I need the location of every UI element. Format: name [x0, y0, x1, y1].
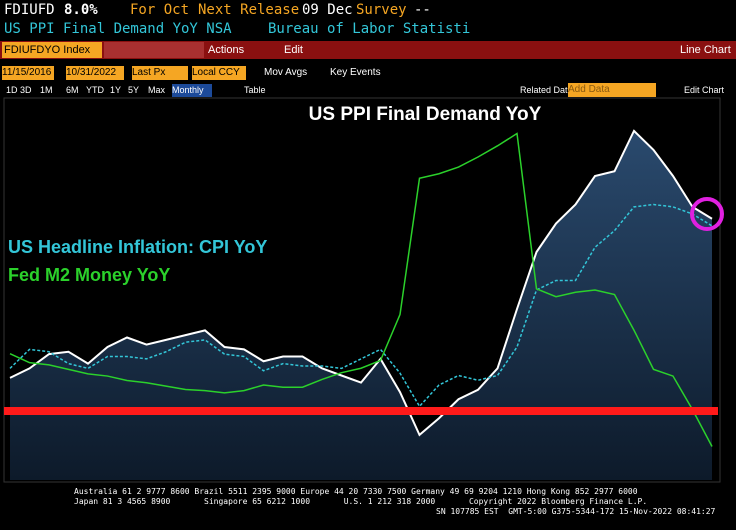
survey-value: -- [414, 2, 431, 18]
frequency-select[interactable]: Monthly [172, 84, 212, 97]
series-line [9, 129, 713, 437]
price-select[interactable]: Last Px [132, 66, 188, 80]
chart-title: US PPI Final Demand YoY [309, 104, 542, 125]
table-button[interactable]: Table [244, 85, 266, 95]
period: For Oct [130, 2, 190, 18]
survey-label: Survey [356, 2, 407, 18]
range-button[interactable]: YTD [86, 85, 104, 95]
currency-select[interactable]: Local CCY [192, 66, 246, 80]
footer-copyright: Japan 81 3 4565 8900 Singapore 65 6212 1… [74, 497, 648, 506]
range-button[interactable]: 1M [40, 85, 53, 95]
source: Bureau of Labor Statisti [268, 21, 471, 37]
add-data[interactable]: Add Data [568, 83, 656, 97]
range-button[interactable]: Max [148, 85, 166, 95]
edit-menu[interactable]: Edit [284, 44, 303, 56]
footer-contacts: Australia 61 2 9777 8600 Brazil 5511 239… [74, 487, 638, 496]
related-data[interactable]: Related Dat [520, 85, 568, 95]
range-button[interactable]: 1D [6, 85, 18, 95]
range-button[interactable]: 6M [66, 85, 79, 95]
series-line [9, 132, 713, 447]
range-button[interactable]: 5Y [128, 85, 140, 95]
highlight-circle [690, 197, 724, 231]
range-button[interactable]: 1Y [110, 85, 122, 95]
series-line [9, 203, 713, 408]
edit-chart[interactable]: Edit Chart [684, 85, 725, 95]
key-events[interactable]: Key Events [330, 67, 381, 78]
start-date[interactable]: 11/15/2016 [2, 66, 54, 80]
footer-session: SN 107785 EST GMT-5:00 G375-5344-172 15-… [436, 507, 716, 516]
area [10, 130, 712, 480]
actions-menu[interactable]: Actions [208, 44, 245, 56]
next-label: Next Release [198, 2, 300, 18]
next-date: 09 Dec [302, 2, 353, 18]
security-input[interactable]: FDIUFDYO Index [2, 42, 102, 58]
last-value: 8.0% [64, 2, 98, 18]
view-title: Line Chart [680, 44, 731, 56]
annotation: US Headline Inflation: CPI YoY [8, 237, 267, 257]
description: US PPI Final Demand YoY NSA [4, 21, 232, 37]
range-button[interactable]: 3D [20, 85, 32, 95]
end-date[interactable]: 10/31/2022 [66, 66, 124, 80]
mov-avgs[interactable]: Mov Avgs [264, 67, 308, 78]
search-box[interactable] [104, 42, 204, 58]
ticker: FDIUFD [4, 2, 55, 18]
annotation: Fed M2 Money YoY [8, 265, 170, 285]
chart: US PPI Final Demand YoY US Headline Infla… [3, 97, 724, 483]
